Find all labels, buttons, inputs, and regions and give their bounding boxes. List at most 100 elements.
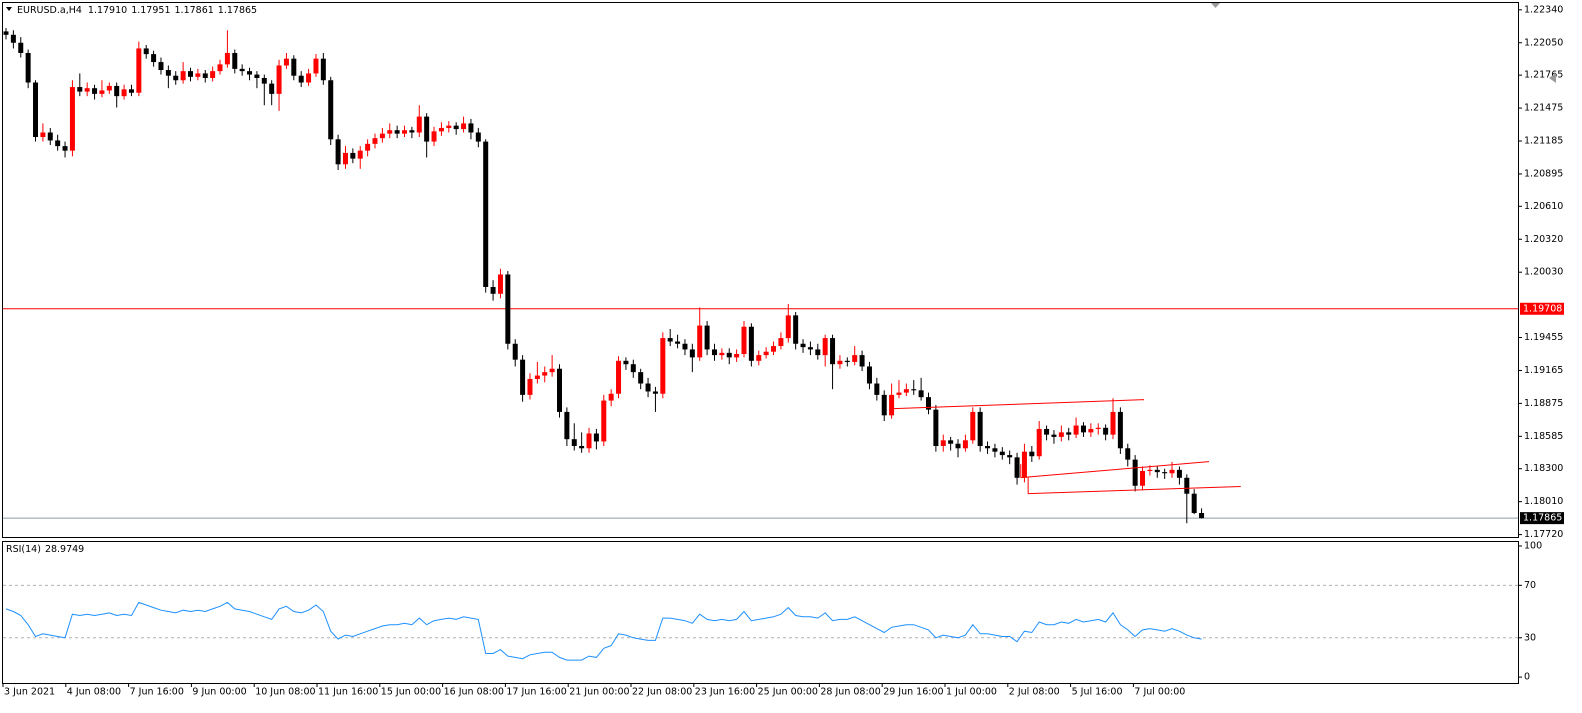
candle-body xyxy=(704,325,710,350)
candle-body xyxy=(461,123,467,130)
candle-body xyxy=(453,125,459,130)
candle-body xyxy=(918,390,924,398)
candle-body xyxy=(239,68,245,72)
candle-body xyxy=(962,440,968,449)
candle-body xyxy=(616,360,622,394)
y-tick-label: 1.20610 xyxy=(1524,201,1563,212)
candle-body xyxy=(837,360,843,365)
x-tick-label: 2 Jul 08:00 xyxy=(1009,687,1060,698)
candle-body xyxy=(719,352,725,356)
symbol: EURUSD.a,H4 xyxy=(17,5,82,16)
candle-body xyxy=(534,375,540,379)
price-label: 1.19708 xyxy=(1523,303,1562,314)
candle-body xyxy=(468,123,474,133)
candle-body xyxy=(40,132,46,138)
candle-body xyxy=(188,71,193,77)
candle-body xyxy=(1176,469,1182,478)
candle-body xyxy=(564,411,570,440)
candle-body xyxy=(165,70,171,76)
candle-body xyxy=(1117,411,1123,449)
candle-body xyxy=(18,42,24,53)
candle-body xyxy=(1103,427,1109,435)
candle-body xyxy=(1162,472,1168,474)
candle-body xyxy=(151,54,157,63)
candle-body xyxy=(652,391,658,394)
candle-body xyxy=(630,364,636,373)
x-tick-label: 25 Jun 00:00 xyxy=(758,687,818,698)
candle-body xyxy=(785,315,791,339)
current-price-box xyxy=(1520,512,1564,525)
candle-body xyxy=(232,52,238,69)
candle-body xyxy=(77,87,83,92)
candle-body xyxy=(342,152,348,165)
candle-body xyxy=(47,132,53,141)
chart-header: EURUSD.a,H4 1.17910 1.17951 1.17861 1.17865 xyxy=(17,5,257,16)
candle-body xyxy=(520,359,526,395)
x-tick-label: 22 Jun 08:00 xyxy=(632,687,692,698)
candle-body xyxy=(320,58,326,81)
y-tick-label: 1.22050 xyxy=(1524,37,1563,48)
candle-body xyxy=(1021,451,1027,478)
x-tick-label: 17 Jun 16:00 xyxy=(506,687,566,698)
candle-body xyxy=(1110,411,1116,435)
plot: 1.22340 1.22050 1.21765 1.21475 1.21185 1.208… xyxy=(2,4,1564,698)
candle-body xyxy=(387,130,393,134)
candle-body xyxy=(549,368,555,373)
candle-body xyxy=(33,82,39,138)
candle-body xyxy=(675,341,681,344)
x-tick-label: 3 Jun 2021 xyxy=(4,687,55,698)
close-label: 1.17865 xyxy=(218,5,257,16)
x-tick-label: 7 Jun 16:00 xyxy=(130,687,184,698)
candle-body xyxy=(254,74,260,78)
candle-body xyxy=(446,125,452,128)
rsi-line xyxy=(5,601,1202,661)
candle-body xyxy=(748,326,754,361)
shift-marker[interactable] xyxy=(1211,3,1220,8)
candle-body xyxy=(350,152,356,159)
candle-body xyxy=(247,71,253,75)
candle-body xyxy=(1191,493,1197,514)
candle-body xyxy=(815,349,821,356)
candle-body xyxy=(483,141,489,287)
y-tick-label: 1.18585 xyxy=(1524,431,1563,442)
candle-body xyxy=(970,411,976,441)
candle-body xyxy=(1036,428,1042,457)
candle-body xyxy=(793,315,799,344)
candle-body xyxy=(985,445,991,449)
x-tick-label: 21 Jun 00:00 xyxy=(569,687,629,698)
trendline xyxy=(1028,486,1241,495)
candle-body xyxy=(202,73,208,78)
candle-body xyxy=(999,451,1005,456)
candle-body xyxy=(830,338,836,365)
candle-body xyxy=(424,116,430,142)
candle-body xyxy=(99,90,105,94)
y-tick-label: 1.20895 xyxy=(1524,168,1563,179)
y-tick-label: 1.21185 xyxy=(1524,136,1563,147)
candle-body xyxy=(298,75,304,83)
x-tick-label: 7 Jul 00:00 xyxy=(1134,687,1185,698)
candle-body xyxy=(143,48,149,55)
rsi-tick-label: 100 xyxy=(1524,540,1542,551)
candle-body xyxy=(586,433,592,449)
candle-body xyxy=(402,130,408,134)
candle-body xyxy=(1066,432,1072,435)
y-tick-label: 1.17720 xyxy=(1524,529,1563,540)
rsi-header: RSI(14) 28.9749 xyxy=(6,544,84,555)
candle-body xyxy=(763,351,769,356)
candle-body xyxy=(114,85,120,97)
candle-body xyxy=(1169,469,1175,474)
candle-body xyxy=(195,73,201,77)
candle-body xyxy=(645,383,651,392)
x-tick-label: 29 Jun 16:00 xyxy=(883,687,943,698)
candle-body xyxy=(542,372,548,376)
menu-arrow[interactable] xyxy=(6,7,12,11)
candle-body xyxy=(379,133,385,139)
candle-body xyxy=(269,83,275,94)
y-tick-label: 1.21475 xyxy=(1524,103,1563,114)
x-tick-label: 23 Jun 16:00 xyxy=(695,687,755,698)
candle-body xyxy=(741,326,747,354)
scale-marker[interactable] xyxy=(1549,73,1556,83)
candle-body xyxy=(866,366,872,384)
